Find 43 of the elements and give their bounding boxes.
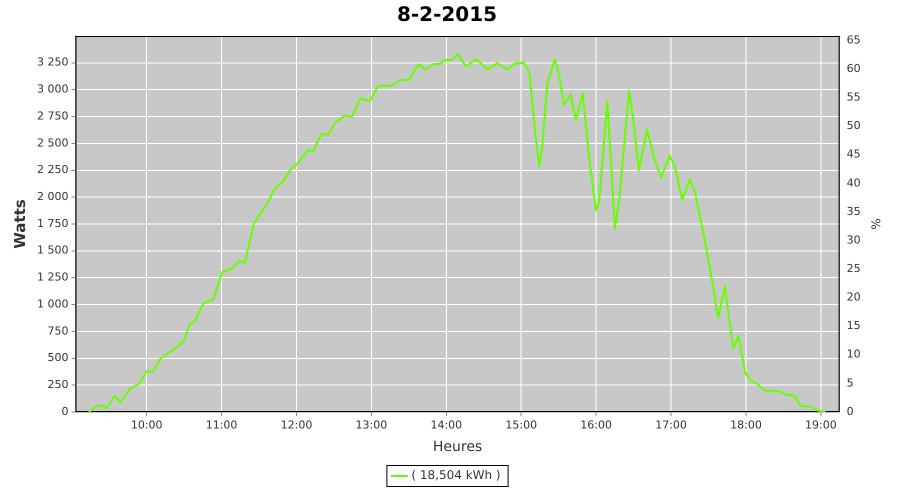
- y-tick-label: 2 000: [36, 190, 68, 203]
- y2-tick-label: 25: [846, 262, 861, 275]
- x-tick-label: 18:00: [730, 418, 762, 432]
- x-tick-label: 10:00: [130, 418, 163, 432]
- y2-tick-label: 40: [846, 176, 861, 190]
- y2-tick-label: 65: [846, 33, 861, 46]
- y-tick-label: 3 250: [36, 56, 68, 69]
- x-tick-label: 19:00: [805, 418, 837, 432]
- y2-tick-label: 10: [846, 348, 861, 361]
- chart-title: 8-2-2015: [396, 2, 498, 26]
- y2-tick-label: 15: [846, 319, 861, 332]
- y-tick-label: 2 250: [36, 163, 68, 176]
- y-tick-label: 2 500: [36, 136, 68, 150]
- x-tick-label: 17:00: [655, 418, 687, 432]
- x-tick-label: 16:00: [580, 418, 612, 432]
- x-tick-label: 12:00: [280, 418, 312, 432]
- y2-tick-label: 45: [846, 148, 861, 161]
- y-tick-label: 1 500: [36, 244, 68, 257]
- x-tick-label: 11:00: [206, 418, 238, 432]
- y2-axis-title: %: [868, 218, 883, 230]
- x-tick-label: 13:00: [356, 418, 388, 432]
- y-axis-title: Watts: [10, 199, 29, 249]
- y-tick-label: 250: [47, 378, 68, 391]
- y-tick-label: 2 750: [36, 109, 68, 122]
- y-tick-label: 1 250: [36, 270, 68, 284]
- x-tick-label: 14:00: [430, 418, 462, 432]
- y2-tick-label: 30: [846, 233, 861, 246]
- y2-tick-label: 20: [846, 290, 861, 304]
- y-tick-label: 1 000: [36, 297, 68, 310]
- y2-tick-label: 50: [846, 119, 861, 132]
- y-tick-label: 1 750: [36, 216, 68, 230]
- y2-tick-label: 0: [846, 404, 854, 418]
- y2-tick-label: 35: [846, 204, 861, 218]
- y2-tick-label: 55: [846, 90, 861, 104]
- legend-label: ( 18,504 kWh ): [411, 468, 501, 482]
- x-axis-title: Heures: [432, 439, 482, 456]
- y-tick-label: 500: [47, 351, 68, 364]
- y-tick-label: 3 000: [36, 82, 68, 96]
- y2-tick-label: 60: [846, 62, 861, 75]
- x-tick-label: 15:00: [505, 418, 538, 432]
- y2-tick-label: 5: [846, 376, 854, 390]
- y-tick-label: 750: [47, 324, 68, 338]
- y-tick-label: 0: [61, 404, 68, 418]
